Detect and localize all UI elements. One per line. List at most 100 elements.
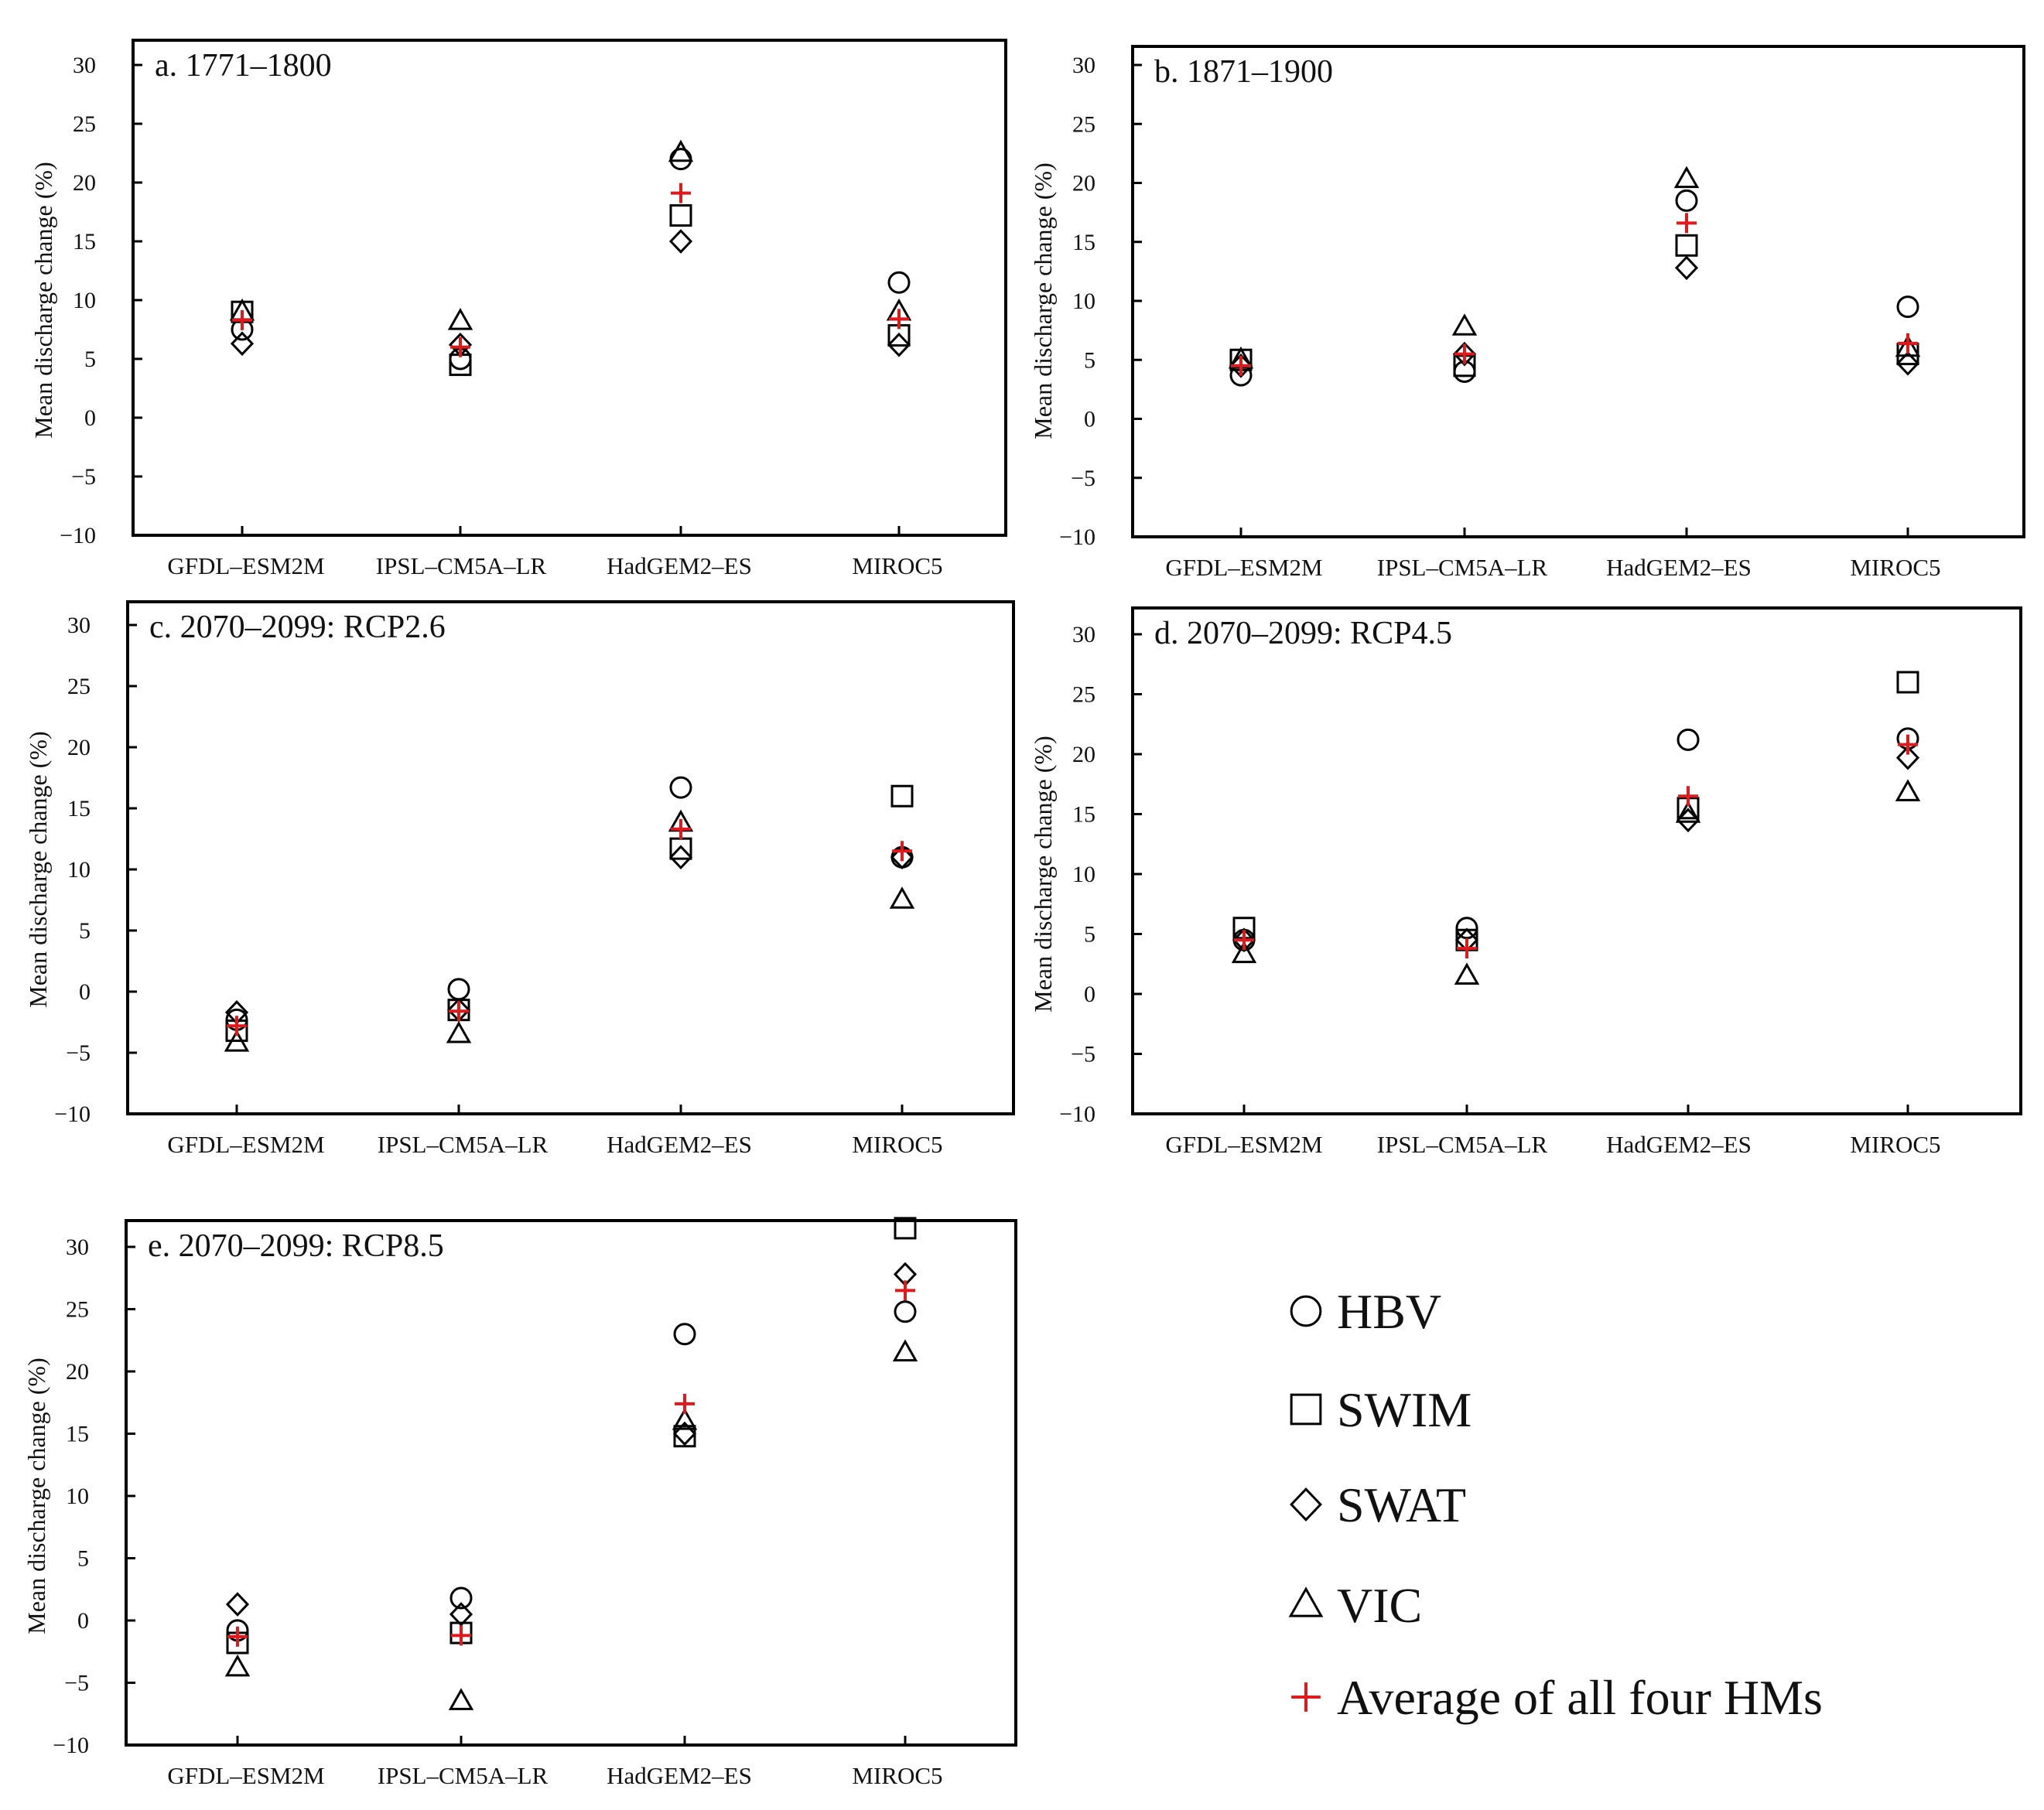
swat-point [449,1602,473,1627]
plot-frame [132,39,1007,537]
vic-point [446,1020,472,1043]
vic-point [892,1339,918,1362]
vic-point [1231,941,1257,964]
y-tick-label: −10 [1059,1101,1095,1127]
avg-point [227,1016,247,1036]
legend-hbv-marker [1290,1295,1322,1327]
chart-panel-b: 30 25 20 15 10 5 0 −5 −10 GFDL–ESM2M IPSL–CM5A–LR H… [1029,45,2025,581]
x-tick-label: MIROC5 [852,552,942,579]
y-tick-label: 15 [1072,802,1095,828]
y-tick-label: −10 [1059,524,1095,550]
avg-point [1898,734,1918,755]
y-tick-label: 30 [67,613,91,638]
x-tick-label: MIROC5 [852,1131,942,1158]
swim-point [673,1425,696,1448]
swat-point [668,845,693,870]
avg-point [1457,938,1477,959]
y-tick-label: 0 [1084,407,1095,432]
plot-frame [1131,606,2022,1115]
swat-point [1452,341,1477,367]
x-tick-label: HadGEM2–ES [1606,554,1752,581]
legend-label: SWIM [1337,1382,1471,1437]
avg-point [1454,343,1475,364]
y-tick-label: 15 [67,796,91,821]
swat-point [1895,745,1920,770]
y-tick-label: 10 [1072,862,1095,887]
swim-point [669,204,692,227]
y-tick-label: 20 [1072,171,1095,196]
legend: HBV SWIM SWAT VIC Average of all four HMs [1288,1284,1823,1725]
hbv-point [1675,189,1698,212]
y-tick-label: 30 [1072,622,1095,647]
swim-point [894,1217,917,1240]
legend-swim-marker [1290,1393,1322,1426]
swim-point [1896,671,1919,694]
swat-point [668,229,693,254]
y-tick-label: −10 [54,1101,91,1127]
y-axis-label: Mean discharge change (%) [29,162,57,438]
y-tick-label: 30 [1072,53,1095,78]
x-tick-label: IPSL–CM5A–LR [376,552,547,579]
hbv-point [669,776,692,799]
x-tick-label: HadGEM2–ES [607,1762,752,1789]
legend-item-swat: SWAT [1290,1477,1466,1532]
x-tick-label: GFDL–ESM2M [167,1762,324,1789]
panel-title: a. 1771–1800 [155,48,332,84]
x-tick-label: HadGEM2–ES [607,1131,752,1158]
hbv-point [449,1586,473,1610]
legend-item-swim: SWIM [1290,1382,1471,1437]
avg-point [1898,333,1918,353]
hbv-point [673,1323,696,1346]
y-tick-label: 0 [77,1608,89,1634]
y-tick-label: 5 [77,1546,89,1572]
vic-point [1895,334,1921,357]
y-tick-label: −5 [1071,1042,1095,1067]
x-tick-label: GFDL–ESM2M [167,552,324,579]
hbv-point [894,1300,917,1323]
swat-point [230,331,255,357]
y-tick-label: 25 [67,674,91,699]
x-tick-label: GFDL–ESM2M [1165,1131,1322,1158]
chart-panel-a: 30 25 20 15 10 5 0 −5 −10 GFDL–ESM2M IPSL–CM5A–LR H… [29,39,1007,579]
x-tick-label: MIROC5 [1850,1131,1940,1158]
vic-point [448,1688,474,1710]
y-tick-label: 20 [66,1359,89,1385]
legend-item-hbv: HBV [1290,1284,1441,1339]
vic-point [668,139,694,162]
x-tick-label: IPSL–CM5A–LR [378,1762,549,1789]
avg-point [450,336,470,357]
panel-title: b. 1871–1900 [1154,54,1333,90]
y-tick-label: 10 [67,857,91,883]
chart-panel-e: 30 25 20 15 10 5 0 −5 −10 GFDL–ESM2M IPSL–CM5A–LR H… [22,1217,1017,1789]
swim-point [890,784,914,808]
avg-point [232,309,252,330]
y-tick-label: −5 [71,464,96,490]
legend-label: SWAT [1337,1477,1466,1532]
hbv-point [1896,295,1919,319]
y-tick-label: 15 [1072,230,1095,255]
x-tick-label: HadGEM2–ES [607,552,752,579]
y-tick-label: 10 [1072,289,1095,314]
y-tick-label: 25 [73,111,96,137]
avg-point [671,183,691,203]
y-tick-label: 5 [1084,922,1095,948]
y-tick-label: 0 [84,405,96,431]
y-axis-label: Mean discharge change (%) [24,731,52,1007]
y-tick-label: 0 [1084,982,1095,1007]
legend-vic-marker [1288,1586,1324,1617]
y-axis-label: Mean discharge change (%) [1029,162,1057,439]
x-tick-label: IPSL–CM5A–LR [1377,554,1548,581]
plot-frame [126,600,1015,1115]
plot-frame [1131,45,2025,538]
y-tick-label: 20 [73,170,96,196]
legend-label: VIC [1337,1578,1422,1633]
legend-label: HBV [1337,1284,1441,1339]
legend-item-avg: Average of all four HMs [1291,1670,1823,1725]
y-tick-label: 5 [1084,347,1095,373]
avg-point [895,1280,915,1301]
y-tick-label: 10 [73,288,96,313]
swat-point [890,845,914,870]
y-tick-label: 20 [67,735,91,760]
y-tick-label: 20 [1072,742,1095,767]
